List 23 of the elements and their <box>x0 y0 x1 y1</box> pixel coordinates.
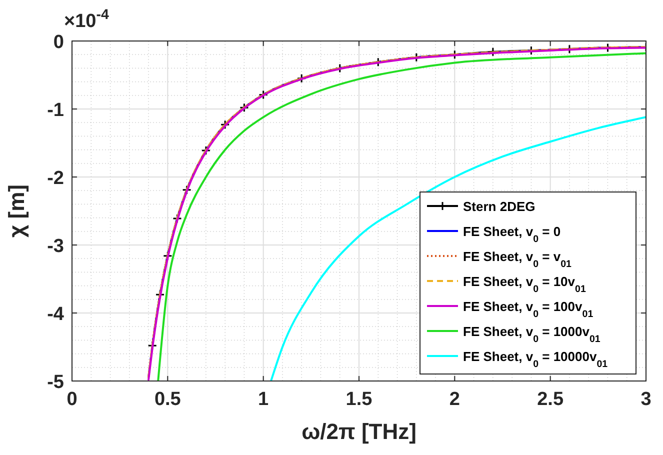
y-tick-label: -3 <box>47 236 64 257</box>
y-tick-label: -4 <box>47 304 64 325</box>
text: ×10$^{-4}$ <box>64 7 109 32</box>
y-tick-label: -5 <box>47 372 64 393</box>
x-tick-label: 0.5 <box>154 389 182 410</box>
x-tick-label: 3 <box>640 389 652 410</box>
legend-label: FE Sheet, v$_{0}$ = 0 <box>463 224 561 244</box>
x-tick-label: 2.5 <box>537 389 564 410</box>
legend-label: FE Sheet, v$_{0}$ = 100v$_{01}$ <box>463 299 594 320</box>
y-axis-title: χ [m] <box>4 184 29 238</box>
x-tick-label: 1.5 <box>346 389 373 410</box>
legend-label: FE Sheet, v$_{0}$ = 1000v$_{01}$ <box>463 324 601 344</box>
x-axis-title: ω/2π [THz] <box>302 419 416 444</box>
legend-label: Stern 2DEG <box>463 199 536 214</box>
legend-label: FE Sheet, v$_{0}$ = v$_{01}$ <box>463 249 572 270</box>
legend-label: FE Sheet, v$_{0}$ = 10000v$_{01}$ <box>463 349 608 370</box>
y-tick-label: -2 <box>47 168 64 189</box>
y-tick-label: -1 <box>47 100 64 121</box>
legend-label: FE Sheet, v$_{0}$ = 10v$_{01}$ <box>463 274 586 294</box>
x-tick-label: 0 <box>66 389 78 410</box>
x-tick-label: 1 <box>258 389 270 410</box>
x-tick-label: 2 <box>449 389 460 410</box>
y-tick-label: 0 <box>53 32 64 53</box>
